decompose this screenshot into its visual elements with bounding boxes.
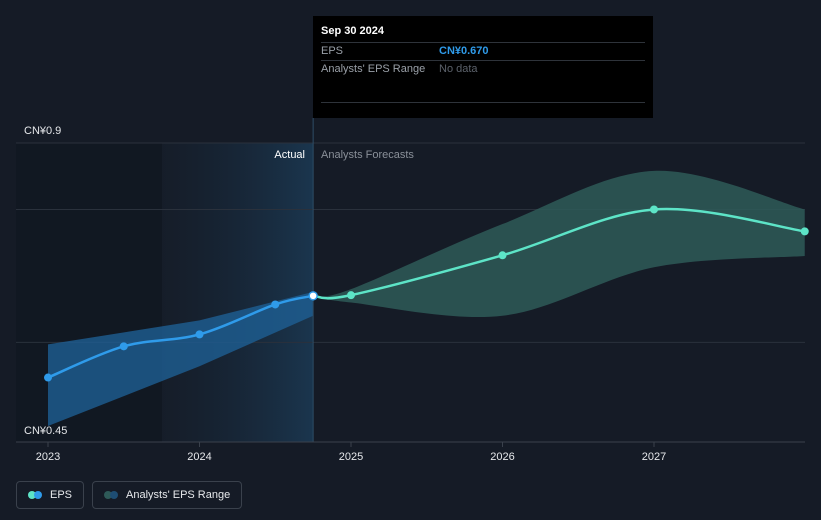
actual-eps-point-2[interactable] [195, 330, 204, 339]
eps-points [44, 118, 809, 442]
forecast-section-label: Analysts Forecasts [321, 149, 414, 161]
legend-eps-label: EPS [50, 489, 73, 501]
legend-eps[interactable]: EPS [16, 481, 85, 509]
tooltip-row-range: Analysts' EPS Range No data [321, 60, 645, 78]
actual-section-label: Actual [274, 149, 305, 161]
tooltip-eps-value: CN¥0.670 [439, 45, 489, 57]
forecast-eps-point-1[interactable] [347, 291, 355, 300]
x-tick-label-3: 2026 [490, 451, 514, 463]
eps-legend-icon [28, 491, 42, 499]
actual-eps-point-0[interactable] [44, 373, 52, 382]
x-tick-label-0: 2023 [36, 451, 60, 463]
axes: 2023 2024 2025 2026 2027 [16, 441, 805, 463]
x-tick-label-4: 2027 [642, 451, 666, 463]
legend-range[interactable]: Analysts' EPS Range [92, 481, 243, 509]
actual-period-shade [162, 143, 313, 442]
highlighted-eps-point[interactable] [308, 291, 318, 301]
tooltip-row-eps: EPS CN¥0.670 [321, 42, 645, 60]
x-tick-label-2: 2025 [339, 451, 363, 463]
forecast-eps-point-2[interactable] [498, 251, 507, 260]
forecast-eps-point-3[interactable] [650, 205, 658, 214]
background-layer [16, 143, 313, 442]
legend-range-label: Analysts' EPS Range [126, 489, 231, 501]
tooltip-date: Sep 30 2024 [321, 25, 384, 37]
forecast-range-band [313, 170, 805, 318]
actual-eps-point-3[interactable] [271, 300, 280, 309]
actual-eps-point-1[interactable] [119, 342, 128, 351]
actual-range-band [48, 291, 314, 427]
hover-tooltip: Sep 30 2024 EPS CN¥0.670 Analysts' EPS R… [313, 16, 653, 118]
tooltip-range-label: Analysts' EPS Range [321, 63, 426, 75]
forecast-eps-point-4[interactable] [800, 227, 809, 236]
y-axis-top-label: CN¥0.9 [24, 125, 61, 137]
x-tick-label-1: 2024 [187, 451, 211, 463]
tooltip-range-value: No data [439, 63, 478, 75]
tooltip-eps-label: EPS [321, 45, 344, 57]
range-legend-icon [104, 491, 119, 499]
range-bands [48, 170, 805, 427]
tooltip-divider [321, 102, 645, 103]
y-axis-bottom-label: CN¥0.45 [24, 425, 67, 437]
chart-legend: EPS Analysts' EPS Range [16, 481, 243, 509]
